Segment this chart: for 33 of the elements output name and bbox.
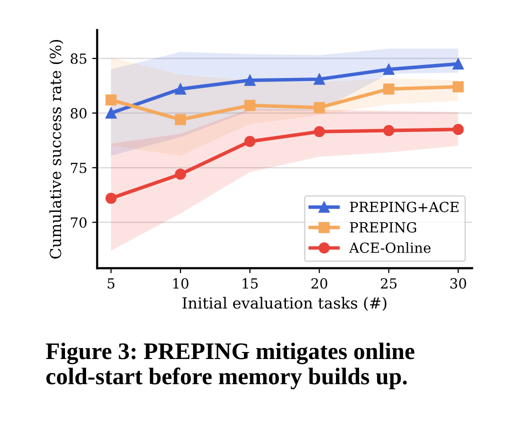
x-tick-label: 10	[173, 278, 188, 289]
point	[314, 74, 325, 85]
point	[452, 58, 464, 70]
point	[174, 168, 186, 180]
point	[314, 102, 325, 114]
legend-label: ACE-Online	[349, 242, 431, 253]
x-tick-label: 30	[450, 278, 466, 289]
legend-label: PREPING+ACE	[350, 202, 458, 212]
point	[174, 114, 186, 126]
y-axis-title: Cumulative success rate (%)	[49, 40, 64, 259]
point	[105, 192, 117, 204]
point	[452, 81, 464, 92]
y-tick-label: 85	[70, 53, 86, 64]
x-tick-label: 20	[311, 278, 328, 289]
point	[452, 124, 464, 135]
point	[174, 83, 186, 95]
x-axis-title: Initial evaluation tasks (#)	[182, 296, 386, 311]
point	[314, 126, 325, 138]
point	[244, 100, 256, 111]
y-tick-label: 75	[70, 162, 86, 174]
x-tick-label: 25	[380, 278, 397, 289]
x-tick-label: 15	[242, 278, 258, 289]
point	[244, 136, 256, 148]
point	[105, 108, 117, 119]
x-tick-label: 5	[108, 278, 114, 289]
caption: Figure 3: PREPING mitigates online cold-start before memory builds up.	[46, 342, 414, 390]
y-tick-label: 80	[70, 108, 87, 119]
y-tick-label: 70	[70, 217, 87, 228]
legend-label: PREPING	[350, 222, 416, 233]
point	[105, 94, 117, 106]
point	[383, 83, 394, 95]
point	[244, 74, 256, 86]
point	[383, 124, 394, 136]
